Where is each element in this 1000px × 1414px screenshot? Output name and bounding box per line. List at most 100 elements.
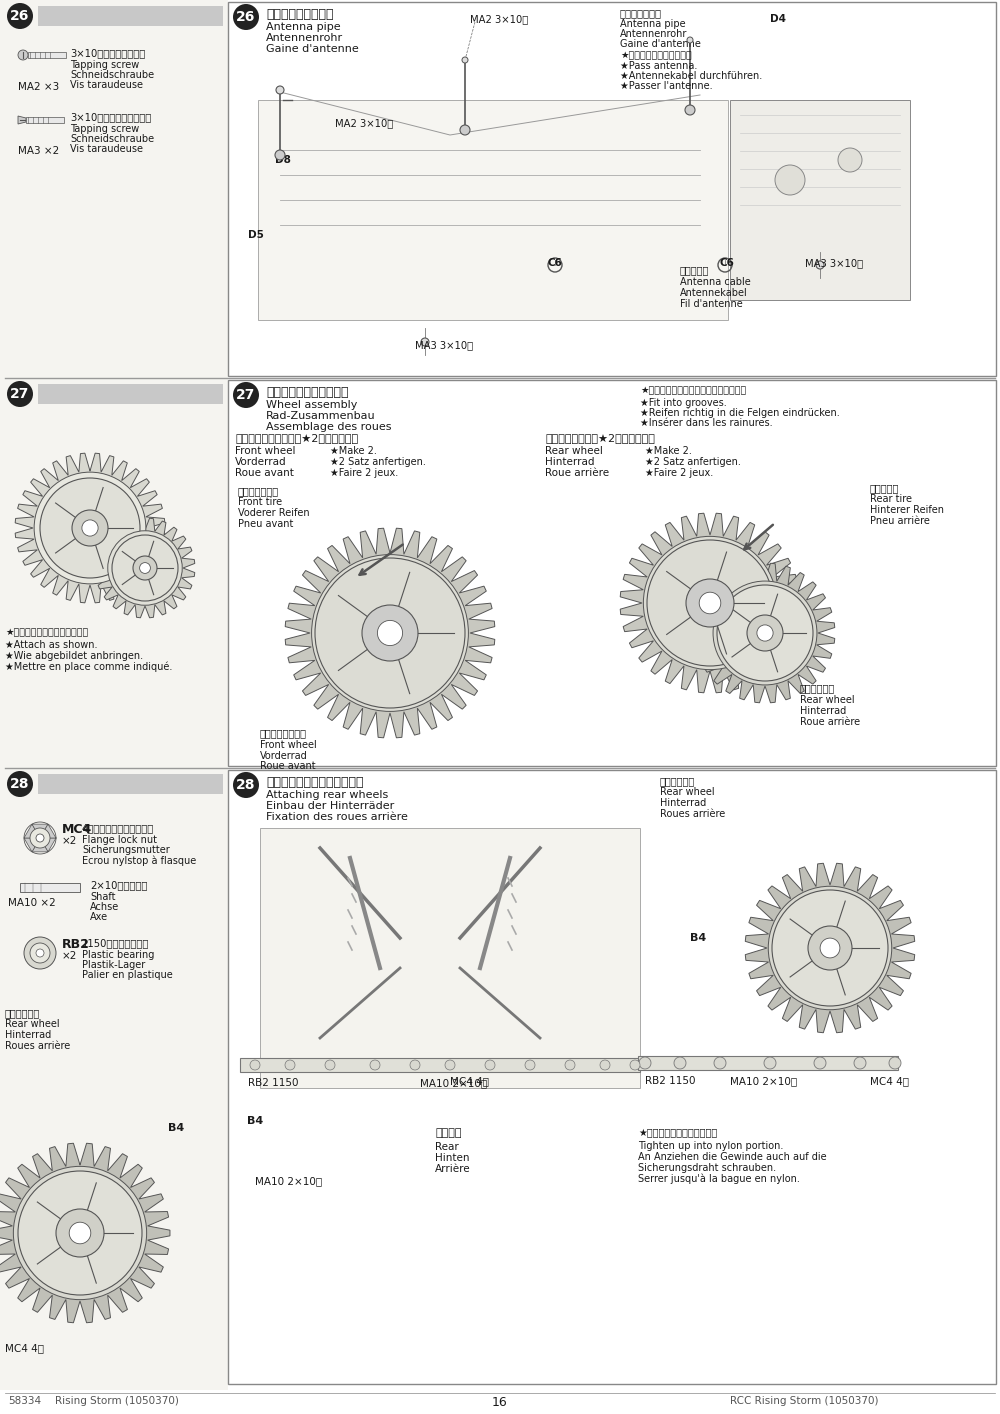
Bar bbox=[240, 1058, 640, 1072]
Polygon shape bbox=[24, 839, 40, 851]
Text: ★Pass antenna.: ★Pass antenna. bbox=[620, 61, 697, 71]
Bar bbox=[0, 0, 228, 378]
Circle shape bbox=[808, 926, 852, 970]
Text: Antennenrohr: Antennenrohr bbox=[266, 33, 343, 42]
Text: Front tire: Front tire bbox=[238, 496, 282, 508]
Text: Rear wheel: Rear wheel bbox=[660, 788, 715, 797]
Text: Antenna cable: Antenna cable bbox=[680, 277, 751, 287]
Text: Sicherungsmutter: Sicherungsmutter bbox=[82, 846, 170, 855]
Polygon shape bbox=[15, 452, 165, 602]
Text: Attaching rear wheels: Attaching rear wheels bbox=[266, 790, 388, 800]
Text: MA3 3×10㎜: MA3 3×10㎜ bbox=[805, 257, 863, 269]
Polygon shape bbox=[620, 513, 800, 693]
Text: RB2: RB2 bbox=[62, 937, 90, 952]
Text: Plastic bearing: Plastic bearing bbox=[82, 950, 154, 960]
Circle shape bbox=[717, 585, 813, 682]
Circle shape bbox=[312, 554, 468, 711]
Circle shape bbox=[7, 380, 33, 407]
Text: Achse: Achse bbox=[90, 902, 119, 912]
Text: D4: D4 bbox=[770, 14, 786, 24]
Text: フロントホイール: フロントホイール bbox=[260, 728, 307, 738]
Circle shape bbox=[7, 771, 33, 797]
Polygon shape bbox=[695, 563, 835, 703]
Text: ★2 Satz anfertigen.: ★2 Satz anfertigen. bbox=[330, 457, 426, 467]
Circle shape bbox=[747, 615, 783, 650]
Text: ★Antennekabel durchführen.: ★Antennekabel durchführen. bbox=[620, 71, 762, 81]
Circle shape bbox=[82, 520, 98, 536]
Text: Hinterrad: Hinterrad bbox=[660, 797, 706, 807]
Text: Palier en plastique: Palier en plastique bbox=[82, 970, 173, 980]
Text: MA10 ×2: MA10 ×2 bbox=[8, 898, 56, 908]
Bar bbox=[26, 117, 64, 123]
Text: ★2 Satz anfertigen.: ★2 Satz anfertigen. bbox=[645, 457, 741, 467]
Text: B4: B4 bbox=[690, 933, 706, 943]
Text: ×2: ×2 bbox=[62, 952, 77, 962]
Text: Pneu avant: Pneu avant bbox=[238, 519, 293, 529]
Text: Schneidschraube: Schneidschraube bbox=[70, 134, 154, 144]
Text: Gaine d'antenne: Gaine d'antenne bbox=[266, 44, 359, 54]
Text: ★Faire 2 jeux.: ★Faire 2 jeux. bbox=[645, 468, 713, 478]
Text: ★タイヤをホイールのみぞにはめます。: ★タイヤをホイールのみぞにはめます。 bbox=[640, 386, 746, 395]
Circle shape bbox=[34, 472, 146, 584]
Text: Flange lock nut: Flange lock nut bbox=[82, 836, 157, 846]
Text: RB2 1150: RB2 1150 bbox=[645, 1076, 696, 1086]
Circle shape bbox=[764, 1058, 776, 1069]
Circle shape bbox=[757, 625, 773, 641]
Circle shape bbox=[276, 86, 284, 93]
Bar bbox=[38, 385, 223, 404]
Circle shape bbox=[410, 1060, 420, 1070]
Text: ★Faire 2 jeux.: ★Faire 2 jeux. bbox=[330, 468, 398, 478]
Text: 58334: 58334 bbox=[8, 1396, 41, 1406]
Circle shape bbox=[56, 1209, 104, 1257]
Ellipse shape bbox=[18, 49, 28, 59]
Circle shape bbox=[816, 262, 824, 269]
Circle shape bbox=[889, 1058, 901, 1069]
Text: Antennekabel: Antennekabel bbox=[680, 288, 748, 298]
Circle shape bbox=[370, 1060, 380, 1070]
Text: Rear wheel: Rear wheel bbox=[545, 445, 603, 455]
Text: Hinterer Reifen: Hinterer Reifen bbox=[870, 505, 944, 515]
Text: リヤタイヤ: リヤタイヤ bbox=[870, 484, 899, 493]
Text: Voderer Reifen: Voderer Reifen bbox=[238, 508, 310, 518]
Circle shape bbox=[7, 3, 33, 30]
Text: MA3 ×2: MA3 ×2 bbox=[18, 146, 59, 156]
Text: 1150プラベアリング: 1150プラベアリング bbox=[82, 937, 149, 947]
Circle shape bbox=[714, 1058, 726, 1069]
Circle shape bbox=[460, 124, 470, 134]
Text: 26: 26 bbox=[10, 8, 30, 23]
Text: Rear: Rear bbox=[435, 1143, 459, 1152]
Polygon shape bbox=[18, 116, 26, 124]
Polygon shape bbox=[40, 824, 56, 839]
Circle shape bbox=[233, 382, 259, 409]
Circle shape bbox=[275, 150, 285, 160]
Text: Schneidschraube: Schneidschraube bbox=[70, 71, 154, 81]
Text: ★Make 2.: ★Make 2. bbox=[645, 445, 692, 455]
Circle shape bbox=[565, 1060, 575, 1070]
Text: An Anziehen die Gewinde auch auf die: An Anziehen die Gewinde auch auf die bbox=[638, 1152, 827, 1162]
Text: Rear tire: Rear tire bbox=[870, 493, 912, 503]
Bar bbox=[28, 52, 66, 58]
Text: Assemblage des roues: Assemblage des roues bbox=[266, 421, 392, 433]
Text: ★Fit into grooves.: ★Fit into grooves. bbox=[640, 397, 727, 409]
Text: 《ホイールの組み立て》: 《ホイールの組み立て》 bbox=[266, 386, 349, 399]
Circle shape bbox=[699, 592, 721, 614]
Circle shape bbox=[30, 943, 50, 963]
Text: B4: B4 bbox=[247, 1116, 263, 1126]
Polygon shape bbox=[0, 1144, 170, 1322]
Polygon shape bbox=[40, 839, 56, 851]
Circle shape bbox=[485, 1060, 495, 1070]
Text: Fixation des roues arrière: Fixation des roues arrière bbox=[266, 812, 408, 822]
Circle shape bbox=[775, 165, 805, 195]
Circle shape bbox=[838, 148, 862, 173]
Text: Tighten up into nylon portion.: Tighten up into nylon portion. bbox=[638, 1141, 783, 1151]
Text: Plastik-Lager: Plastik-Lager bbox=[82, 960, 145, 970]
Text: B4: B4 bbox=[168, 1123, 184, 1133]
Text: ★Insérer dans les rainures.: ★Insérer dans les rainures. bbox=[640, 419, 773, 428]
Text: 《リヤホイールの取り付け》: 《リヤホイールの取り付け》 bbox=[266, 776, 364, 789]
Text: Antenna pipe: Antenna pipe bbox=[266, 23, 341, 33]
Bar bbox=[228, 380, 996, 766]
Text: Fil d'antenne: Fil d'antenne bbox=[680, 298, 743, 310]
Bar bbox=[730, 100, 910, 300]
Text: MC4 4㎜: MC4 4㎜ bbox=[870, 1076, 909, 1086]
Text: Roues arrière: Roues arrière bbox=[5, 1041, 70, 1051]
